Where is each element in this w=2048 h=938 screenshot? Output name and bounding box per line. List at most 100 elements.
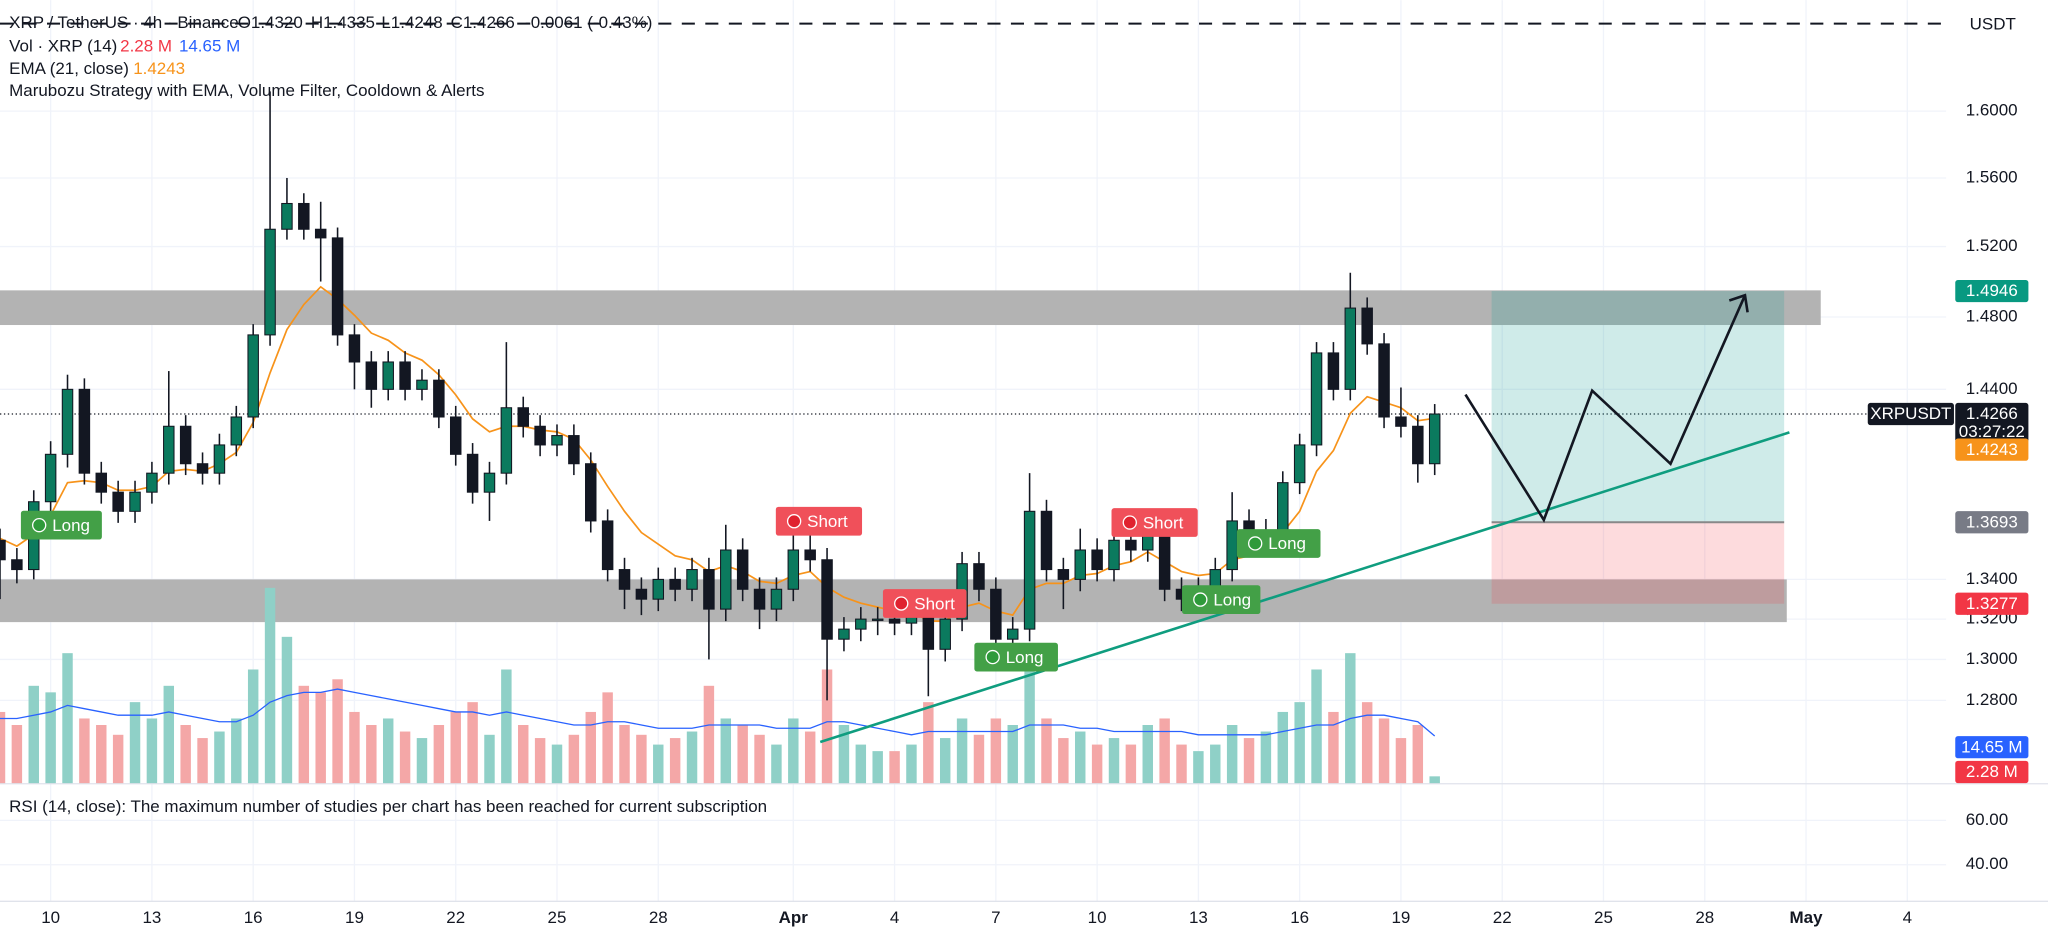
candle-body — [1310, 352, 1323, 446]
volume-bar — [112, 734, 124, 784]
candle-body — [871, 618, 884, 621]
candle-body — [1395, 416, 1407, 427]
signal-box — [20, 510, 102, 540]
x-tick-label: Apr — [779, 908, 809, 927]
volume-bar — [585, 711, 596, 784]
volume-bar — [1294, 702, 1305, 784]
candle-body — [230, 416, 243, 446]
volume-bar — [1091, 744, 1103, 784]
signal-box — [1236, 529, 1321, 558]
x-tick-label: 28 — [649, 908, 668, 927]
symbol-title: XRP / TetherUS · 4h · Binance — [9, 13, 239, 32]
candle-body — [146, 472, 158, 493]
last-price: 1.4266 — [1966, 404, 2018, 423]
candle-body — [449, 416, 462, 455]
ema-label: 1.4243 — [1966, 440, 2018, 459]
y-tick-label: 1.3400 — [1966, 569, 2018, 588]
candle-body — [652, 578, 665, 600]
y-tick-label: 1.6000 — [1966, 101, 2018, 120]
y-tick-label: 1.4800 — [1966, 306, 2018, 325]
candle-body — [669, 578, 681, 590]
candle-body — [703, 569, 715, 610]
trade-box — [1491, 291, 1785, 604]
x-tick-label: 22 — [1493, 908, 1512, 927]
volume-bar — [568, 734, 580, 784]
volume-bar — [1159, 718, 1170, 784]
candle-body — [11, 559, 23, 571]
volume-bar — [1142, 725, 1153, 784]
signals: Long Short Short Long Short Long Long — [20, 506, 1321, 672]
candle-body — [855, 618, 867, 630]
candle-body — [1125, 539, 1137, 551]
volume-bar — [1395, 738, 1407, 784]
axes: 1.28001.30001.32001.34001.44001.48001.52… — [41, 101, 2029, 927]
candle-body — [922, 614, 935, 650]
volume-bar — [602, 692, 613, 784]
candle-body — [1378, 343, 1390, 418]
volume-bar — [501, 669, 512, 784]
signal-box — [974, 642, 1058, 672]
signal-label: Long — [1006, 648, 1044, 667]
volume-bar — [703, 685, 715, 784]
candle-body — [433, 379, 445, 418]
volume — [0, 587, 1440, 784]
volume-bar — [956, 718, 968, 784]
x-tick-label: 22 — [446, 908, 465, 927]
volume-bar — [686, 731, 698, 784]
volume-bar — [1429, 776, 1440, 784]
rsi-message: RSI (14, close): The maximum number of s… — [9, 797, 767, 816]
signal-label: Short — [1143, 513, 1184, 532]
volume-ma-label: 14.65 M — [1961, 737, 2022, 756]
candle-body — [466, 453, 479, 493]
candle-body — [736, 549, 749, 590]
trend-line — [819, 431, 1790, 744]
candle-body — [298, 202, 310, 230]
volume-bar — [973, 734, 985, 784]
candle-body — [129, 491, 141, 512]
volume-bar — [11, 725, 23, 784]
volume-bar — [1075, 731, 1086, 784]
target-zone — [1491, 291, 1785, 523]
last-price-bg — [1955, 402, 2029, 443]
volume-bar — [1108, 738, 1120, 784]
volume-bar — [28, 685, 39, 784]
signal-box — [882, 589, 967, 618]
candle-body — [753, 588, 766, 610]
volume-bar — [62, 653, 73, 784]
volume-bar — [771, 744, 782, 784]
candle-body — [787, 549, 800, 590]
volume-bar — [1226, 725, 1238, 784]
y-tick-label: 1.2800 — [1966, 690, 2018, 709]
projection-arrow — [1728, 293, 1749, 313]
volume-bar — [1311, 669, 1322, 784]
signal-dot — [1122, 515, 1137, 530]
volume-bar — [636, 734, 647, 784]
candle-body — [686, 569, 698, 590]
candle-body — [365, 361, 378, 390]
volume-bar — [737, 725, 748, 784]
volume-bar — [214, 731, 225, 784]
volume-bar — [518, 725, 529, 784]
y-tick-label: 1.5600 — [1966, 167, 2018, 186]
x-tick-label: May — [1790, 908, 1824, 927]
volume-legend: Vol · XRP (14) — [9, 37, 117, 56]
candle-body — [939, 618, 951, 650]
volume-bar — [653, 744, 664, 784]
volume-bar — [990, 718, 1002, 784]
volume-bar — [619, 725, 630, 784]
volume-bar — [433, 725, 445, 784]
countdown: 03:27:22 — [1959, 422, 2025, 441]
open: O1.4320 — [238, 13, 303, 32]
candle-body — [1074, 549, 1086, 580]
volume-bar — [247, 669, 259, 784]
candle-body — [1344, 307, 1357, 390]
x-tick-label: 25 — [1594, 908, 1613, 927]
candles — [0, 91, 1441, 701]
volume-bar — [1243, 738, 1255, 784]
candle-body — [213, 444, 226, 474]
candle-body — [61, 388, 74, 455]
volume-bar — [855, 744, 867, 784]
candle-body — [585, 463, 597, 522]
candle-body — [990, 588, 1002, 640]
